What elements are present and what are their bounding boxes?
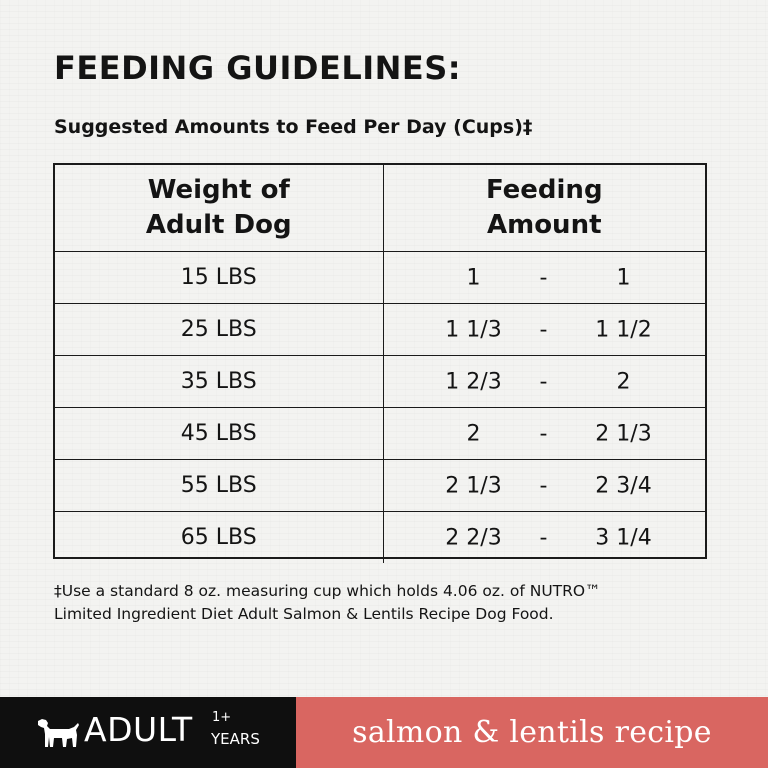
amount-cell: 2 2/3 - 3 1/4 <box>382 511 705 563</box>
amount-high: 2 3/4 <box>595 473 652 498</box>
life-stage-badge: ADULT 1+ YEARS <box>0 697 296 768</box>
amount-cell: 1 2/3 - 2 <box>382 355 705 408</box>
footnote-line2: Limited Ingredient Diet Adult Salmon & L… <box>54 605 554 623</box>
amount-high: 2 1/3 <box>595 421 652 446</box>
weight-cell: 45 LBS <box>55 407 384 460</box>
weight-column-header: Weight of Adult Dog <box>55 165 384 252</box>
weight-cell: 65 LBS <box>55 511 384 563</box>
amount-low: 2 1/3 <box>445 473 502 498</box>
table-row: 25 LBS 1 1/3 - 1 1/2 <box>55 303 705 356</box>
weight-cell: 35 LBS <box>55 355 384 408</box>
amount-header-line1: Feeding <box>485 174 603 205</box>
amount-high: 2 <box>616 369 631 394</box>
amount-column-header: Feeding Amount <box>382 165 705 252</box>
weight-cell: 15 LBS <box>55 251 384 304</box>
amount-cell: 1 1/3 - 1 1/2 <box>382 303 705 356</box>
table-row: 65 LBS 2 2/3 - 3 1/4 <box>55 511 705 563</box>
table-row: 15 LBS 1 - 1 <box>55 251 705 304</box>
table-row: 55 LBS 2 1/3 - 2 3/4 <box>55 459 705 512</box>
weight-header-line1: Weight of <box>147 174 290 205</box>
dog-icon <box>38 719 79 747</box>
amount-header-line2: Amount <box>486 210 602 240</box>
amount-cell: 1 - 1 <box>382 251 705 304</box>
age-unit-label: YEARS <box>211 730 260 748</box>
amount-low: 2 <box>466 421 481 446</box>
table-row: 45 LBS 2 - 2 1/3 <box>55 407 705 460</box>
age-plus-label: 1+ <box>212 710 232 725</box>
recipe-banner: salmon & lentils recipe <box>296 697 768 768</box>
amount-separator: - <box>539 265 548 290</box>
weight-cell: 55 LBS <box>55 459 384 512</box>
amount-low: 1 1/3 <box>445 317 502 342</box>
amount-separator: - <box>539 421 548 446</box>
amount-separator: - <box>539 525 548 550</box>
weight-header-line2: Adult Dog <box>145 210 292 240</box>
amount-high: 1 <box>616 265 631 290</box>
table-header-row: Weight of Adult Dog Feeding Amount <box>55 165 705 252</box>
table-row: 35 LBS 1 2/3 - 2 <box>55 355 705 408</box>
footnote: ‡Use a standard 8 oz. measuring cup whic… <box>54 580 734 626</box>
amount-low: 2 2/3 <box>445 525 502 550</box>
amount-cell: 2 1/3 - 2 3/4 <box>382 459 705 512</box>
page-title: FEEDING GUIDELINES: <box>54 49 462 87</box>
recipe-label: salmon & lentils recipe <box>352 714 712 750</box>
footer-banner: ADULT 1+ YEARS salmon & lentils recipe <box>0 697 768 768</box>
amount-high: 1 1/2 <box>595 317 652 342</box>
weight-cell: 25 LBS <box>55 303 384 356</box>
amount-low: 1 <box>466 265 481 290</box>
amount-low: 1 2/3 <box>445 369 502 394</box>
life-stage-label: ADULT <box>84 710 193 749</box>
footnote-line1: ‡Use a standard 8 oz. measuring cup whic… <box>54 582 601 600</box>
amount-separator: - <box>539 473 548 498</box>
amount-separator: - <box>539 369 548 394</box>
page-subtitle: Suggested Amounts to Feed Per Day (Cups)… <box>54 116 533 138</box>
amount-high: 3 1/4 <box>595 525 652 550</box>
amount-cell: 2 - 2 1/3 <box>382 407 705 460</box>
amount-separator: - <box>539 317 548 342</box>
feeding-table: Weight of Adult Dog Feeding Amount 15 LB… <box>53 163 707 563</box>
